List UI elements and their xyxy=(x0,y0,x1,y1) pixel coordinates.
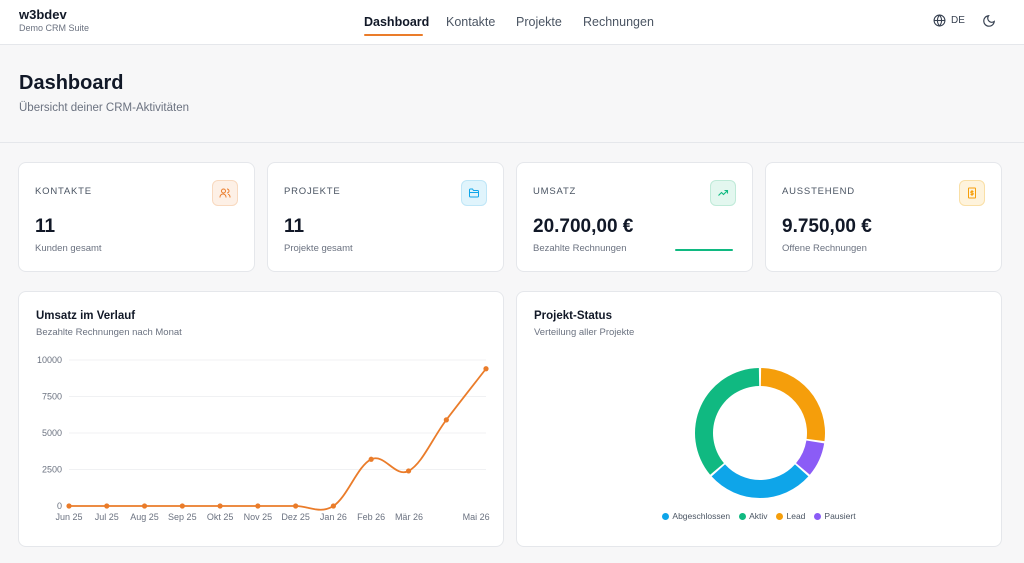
revenue-data-point[interactable] xyxy=(179,503,185,509)
users-icon xyxy=(219,188,231,198)
theme-toggle-button[interactable] xyxy=(982,14,996,33)
nav-dashboard[interactable]: Dashboard xyxy=(364,15,430,29)
moon-icon xyxy=(983,15,995,27)
umsatz-sparkline xyxy=(675,249,733,251)
revenue-data-point[interactable] xyxy=(330,503,337,509)
revenue-chart-panel: Umsatz im Verlauf Bezahlte Rechnungen na… xyxy=(18,291,504,547)
revenue-data-point[interactable] xyxy=(217,503,223,509)
stat-value: 11 xyxy=(35,216,56,237)
legend-label: Lead xyxy=(786,511,806,521)
brand-subtitle: Demo CRM Suite xyxy=(19,23,90,33)
stat-note: Projekte gesamt xyxy=(284,243,353,254)
revenue-data-point[interactable] xyxy=(368,456,374,462)
nav-projekte[interactable]: Projekte xyxy=(516,15,562,29)
x-tick-label: Mär 26 xyxy=(395,512,423,522)
legend-dot xyxy=(662,512,670,520)
stat-icon-box xyxy=(461,180,487,206)
y-tick-label: 5000 xyxy=(42,428,62,438)
language-switcher[interactable]: DE xyxy=(933,14,965,27)
x-tick-label: Jul 25 xyxy=(95,512,119,522)
donut-slice-pausiert[interactable] xyxy=(796,440,825,475)
revenue-data-point[interactable] xyxy=(405,468,412,474)
legend-item-lead[interactable]: Lead xyxy=(776,511,805,521)
revenue-series-line xyxy=(69,368,487,511)
legend-label: Pausiert xyxy=(824,511,856,521)
x-tick-label: Jan 26 xyxy=(320,512,347,522)
page-header: Dashboard Übersicht deiner CRM-Aktivität… xyxy=(0,46,1024,143)
x-tick-label: Dez 25 xyxy=(281,512,310,522)
nav-rechnungen[interactable]: Rechnungen xyxy=(583,15,654,29)
legend-label: Abgeschlossen xyxy=(672,511,731,521)
stat-icon-box xyxy=(212,180,238,206)
stat-label: KONTAKTE xyxy=(35,186,92,197)
revenue-chart-title: Umsatz im Verlauf xyxy=(36,310,136,322)
legend-label: Aktiv xyxy=(749,511,768,521)
invoice-icon xyxy=(968,187,976,199)
page-title: Dashboard xyxy=(19,72,124,94)
stat-icon-box xyxy=(959,180,985,206)
stat-label: AUSSTEHEND xyxy=(782,186,855,197)
stat-label: UMSATZ xyxy=(533,186,577,197)
x-tick-label: Nov 25 xyxy=(244,512,273,522)
donut-legend: Abgeschlossen Aktiv Lead Pausiert xyxy=(517,511,1001,521)
legend-item-pausiert[interactable]: Pausiert xyxy=(814,511,856,521)
revenue-data-point[interactable] xyxy=(66,503,72,509)
stat-note: Kunden gesamt xyxy=(35,243,102,254)
y-tick-label: 2500 xyxy=(42,465,62,475)
brand-name[interactable]: w3bdev xyxy=(19,7,67,22)
legend-dot xyxy=(739,512,747,520)
stat-card-kontakte: KONTAKTE 11 Kunden gesamt xyxy=(18,162,255,272)
x-tick-label: Feb 26 xyxy=(357,512,385,522)
revenue-line-chart: 0 2500 5000 7500 10000 Jun 25 Jul 25 Aug 25 Sep … xyxy=(37,355,490,522)
x-tick-label: Mai 26 xyxy=(463,512,490,522)
stat-note: Bezahlte Rechnungen xyxy=(533,243,627,254)
stat-note: Offene Rechnungen xyxy=(782,243,867,254)
stat-icon-box xyxy=(710,180,736,206)
y-tick-label: 10000 xyxy=(37,355,62,365)
stat-value: 9.750,00 € xyxy=(782,216,872,237)
donut-slice-abgeschlossen[interactable] xyxy=(711,464,809,498)
globe-icon xyxy=(933,14,946,27)
donut-slice-lead[interactable] xyxy=(760,368,825,442)
revenue-data-point[interactable] xyxy=(141,503,148,509)
trending-up-icon xyxy=(718,189,729,196)
revenue-data-point[interactable] xyxy=(104,503,110,509)
x-tick-label: Jun 25 xyxy=(55,512,82,522)
folder-icon xyxy=(469,188,479,198)
nav-active-indicator xyxy=(364,34,423,36)
project-status-panel: Projekt-Status Verteilung aller Projekte… xyxy=(516,291,1002,547)
language-label: DE xyxy=(951,15,965,26)
y-tick-label: 7500 xyxy=(42,392,62,402)
y-tick-label: 0 xyxy=(57,501,62,511)
revenue-data-point[interactable] xyxy=(255,503,261,509)
legend-item-aktiv[interactable]: Aktiv xyxy=(739,511,767,521)
project-status-subtitle: Verteilung aller Projekte xyxy=(534,327,635,338)
stat-label: PROJEKTE xyxy=(284,186,341,197)
revenue-data-point[interactable] xyxy=(483,366,489,372)
x-tick-label: Okt 25 xyxy=(207,512,234,522)
revenue-chart-subtitle: Bezahlte Rechnungen nach Monat xyxy=(36,327,182,338)
top-navigation-bar: w3bdev Demo CRM Suite Dashboard Kontakte… xyxy=(0,0,1024,45)
donut-slice-aktiv[interactable] xyxy=(695,368,760,475)
revenue-data-point[interactable] xyxy=(293,503,299,509)
x-tick-label: Sep 25 xyxy=(168,512,197,522)
stat-card-umsatz: UMSATZ 20.700,00 € Bezahlte Rechnungen xyxy=(516,162,753,272)
revenue-data-point[interactable] xyxy=(443,417,449,423)
stat-value: 20.700,00 € xyxy=(533,216,634,237)
stat-value: 11 xyxy=(284,216,305,237)
legend-item-abgeschlossen[interactable]: Abgeschlossen xyxy=(662,511,730,521)
project-status-title: Projekt-Status xyxy=(534,310,612,322)
legend-dot xyxy=(776,512,784,520)
project-status-donut-chart xyxy=(695,368,825,498)
stat-card-ausstehend: AUSSTEHEND 9.750,00 € Offene Rechnungen xyxy=(765,162,1002,272)
legend-dot xyxy=(814,512,822,520)
stat-card-projekte: PROJEKTE 11 Projekte gesamt xyxy=(267,162,504,272)
nav-kontakte[interactable]: Kontakte xyxy=(446,15,496,29)
page-subtitle: Übersicht deiner CRM-Aktivitäten xyxy=(19,102,190,114)
x-tick-label: Aug 25 xyxy=(130,512,159,522)
